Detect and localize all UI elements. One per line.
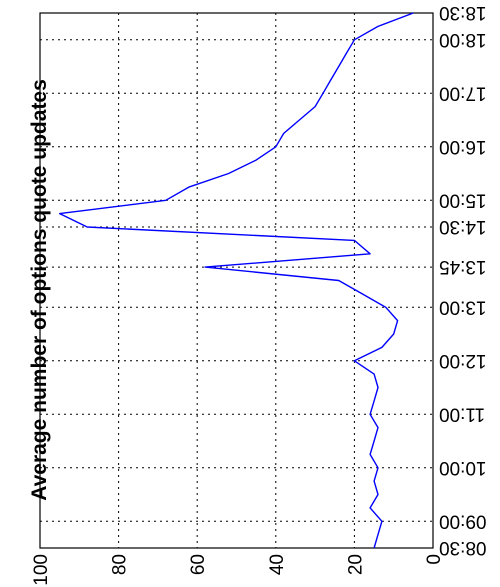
plot-area <box>39 12 434 549</box>
time-tick-label: 10:00 <box>439 457 487 478</box>
time-tick-label: 08:30 <box>439 537 487 558</box>
value-tick-label: 100 <box>31 554 52 586</box>
series-lines <box>59 12 414 549</box>
y-tick-labels: 0 20 40 60 80 100 <box>31 554 445 586</box>
time-tick-label: 17:00 <box>439 82 487 103</box>
time-tick-label: 13:00 <box>439 296 487 317</box>
value-tick-label: 0 <box>424 554 445 565</box>
value-tick-label: 20 <box>345 554 366 575</box>
time-tick-label: 16:00 <box>439 136 487 157</box>
value-tick-label: 80 <box>110 554 131 575</box>
time-tick-label: 18:30 <box>439 2 487 23</box>
time-tick-label: 14:30 <box>439 216 487 237</box>
time-tick-label: 11:00 <box>439 403 485 424</box>
time-tick-label: 13:45 <box>439 256 487 277</box>
time-tick-label: 09:00 <box>439 510 487 531</box>
value-tick-label: 60 <box>188 554 209 575</box>
x-tick-labels: 08:30 09:00 10:00 11:00 12:00 13:00 13:45 14:30… <box>439 2 487 558</box>
grid-lines <box>39 12 434 549</box>
time-tick-label: 18:00 <box>439 29 487 50</box>
series-line <box>59 12 414 549</box>
value-tick-label: 40 <box>267 554 288 575</box>
time-tick-label: 12:00 <box>439 350 487 371</box>
time-tick-label: 15:00 <box>439 189 487 210</box>
y-axis-label: Average number of options quote updates <box>28 79 51 501</box>
